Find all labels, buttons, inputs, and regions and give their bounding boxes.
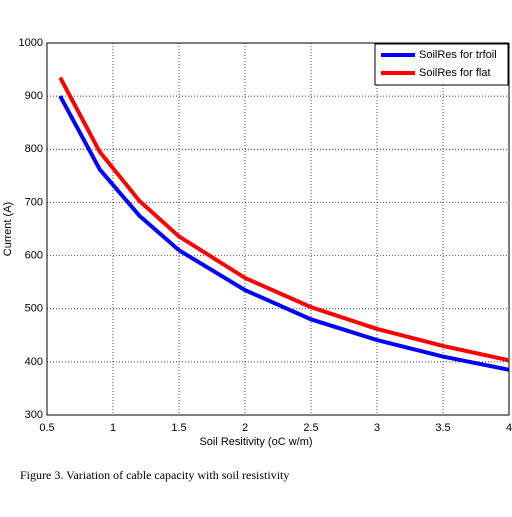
data-line bbox=[58, 76, 510, 363]
y-tick-label: 700 bbox=[25, 196, 43, 208]
y-axis-label: Current (A) bbox=[2, 202, 14, 256]
x-tick-label: 0.5 bbox=[39, 422, 54, 434]
y-tick-label: 400 bbox=[25, 356, 43, 368]
legend-label: SoilRes for trfoil bbox=[419, 49, 497, 61]
x-tick-label: 1 bbox=[110, 422, 116, 434]
y-tick-label: 300 bbox=[25, 409, 43, 421]
y-tick-label: 500 bbox=[25, 303, 43, 315]
y-tick-label: 1000 bbox=[19, 37, 43, 49]
legend-label: SoilRes for flat bbox=[419, 67, 491, 79]
y-tick-label: 600 bbox=[25, 249, 43, 261]
x-axis-label: Soil Resitivity (oC w/m) bbox=[199, 436, 312, 448]
x-tick-label: 3.5 bbox=[435, 422, 450, 434]
y-tick-label: 900 bbox=[25, 90, 43, 102]
plot-frame bbox=[46, 42, 510, 416]
x-tick-label: 3 bbox=[374, 422, 380, 434]
x-tick-label: 2 bbox=[242, 422, 248, 434]
x-tick-label: 2.5 bbox=[303, 422, 318, 434]
data-line bbox=[58, 95, 510, 372]
y-tick-label: 800 bbox=[25, 143, 43, 155]
x-tick-label: 1.5 bbox=[171, 422, 186, 434]
legend-box bbox=[374, 43, 509, 86]
x-tick-label: 4 bbox=[506, 422, 512, 434]
caption: Figure 3. Variation of cable capacity wi… bbox=[20, 468, 289, 482]
